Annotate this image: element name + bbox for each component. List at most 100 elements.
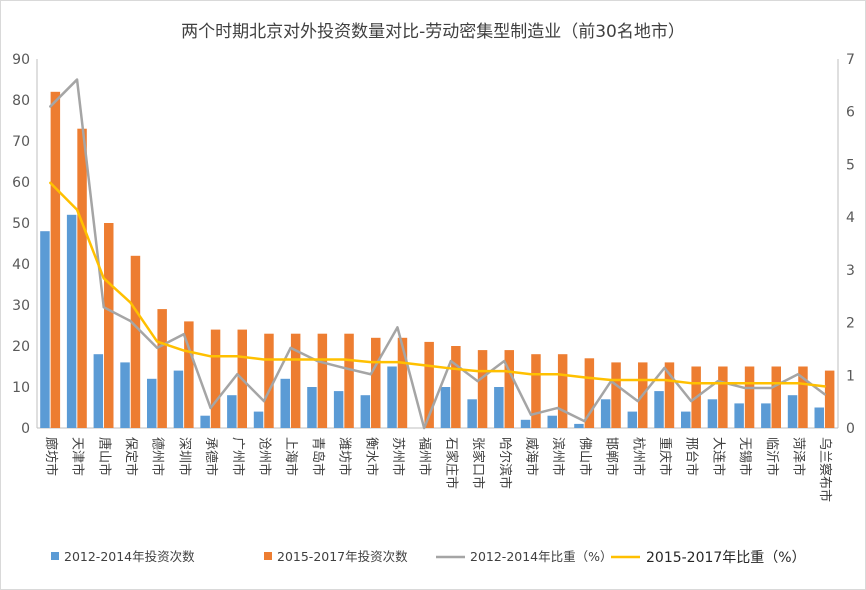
y-tick-label: 70 — [12, 134, 30, 150]
bar-series-2 — [317, 333, 328, 428]
category-label: 上海市 — [283, 437, 299, 476]
bar-series-1 — [600, 399, 611, 428]
category-label: 杭州市 — [630, 437, 646, 476]
category-label: 大连市 — [710, 437, 726, 476]
category-label: 石家庄市 — [443, 437, 459, 489]
category-label: 青岛市 — [310, 437, 326, 476]
line-series-4 — [49, 181, 826, 388]
y-tick-label: 60 — [12, 175, 30, 191]
bar-series-1 — [253, 411, 264, 428]
bar-series-2 — [210, 329, 221, 428]
y-tick-label: 20 — [12, 339, 30, 355]
bar-series-2 — [130, 255, 141, 428]
category-label: 潍坊市 — [337, 437, 353, 476]
bar-series-2 — [744, 366, 755, 428]
bar-series-1 — [40, 231, 50, 428]
category-label: 邢台市 — [684, 437, 700, 476]
bar-series-2 — [290, 333, 301, 428]
category-label: 邯郸市 — [604, 437, 620, 476]
y2-tick-label: 1 — [846, 368, 855, 384]
bar-series-1 — [787, 395, 798, 428]
bar-series-2 — [718, 366, 728, 428]
bar-series-2 — [451, 346, 461, 428]
bar-series-2 — [824, 370, 835, 428]
bar-series-1 — [814, 407, 824, 428]
bar-series-2 — [397, 337, 408, 428]
category-label: 廊坊市 — [43, 437, 59, 476]
bar-series-1 — [333, 391, 344, 428]
category-label: 保定市 — [123, 437, 139, 476]
category-label: 威海市 — [523, 437, 539, 476]
bar-series-1 — [654, 391, 664, 428]
category-label: 沧州市 — [256, 437, 272, 476]
bar-series-2 — [584, 358, 595, 428]
category-label: 衡水市 — [363, 437, 379, 476]
lines — [49, 78, 826, 430]
legend-item-series-3: 2012-2014年比重（%） — [436, 549, 613, 564]
bar-series-1 — [200, 415, 210, 428]
bar-series-1 — [467, 399, 477, 428]
bar-series-2 — [77, 128, 87, 428]
bar-series-2 — [611, 362, 621, 428]
category-label: 苏州市 — [390, 437, 406, 476]
y2-tick-label: 4 — [846, 210, 855, 226]
y-tick-label: 90 — [12, 52, 30, 68]
bar-series-1 — [761, 403, 771, 428]
bar-series-1 — [360, 395, 371, 428]
bar-series-1 — [494, 387, 504, 428]
legend-item-series-4: 2015-2017年比重（%） — [611, 550, 806, 566]
bar-series-1 — [227, 395, 237, 428]
bar-series-2 — [771, 366, 781, 428]
legend-label: 2012-2014年比重（%） — [470, 549, 613, 564]
category-label: 天津市 — [70, 437, 86, 476]
bar-series-1 — [280, 378, 290, 428]
category-label: 福州市 — [417, 437, 433, 476]
bar-series-1 — [66, 214, 77, 428]
y-tick-label: 80 — [12, 93, 30, 109]
bar-series-1 — [707, 399, 718, 428]
y-tick-label: 30 — [12, 298, 30, 314]
category-label: 承德市 — [203, 437, 219, 476]
bar-series-1 — [681, 411, 691, 428]
bar-series-1 — [520, 419, 531, 428]
bar-series-2 — [504, 350, 514, 428]
category-label: 临沂市 — [764, 437, 780, 476]
bar-series-2 — [104, 223, 114, 428]
bar-series-2 — [344, 333, 354, 428]
legend-label: 2012-2014年投资次数 — [64, 549, 195, 564]
bar-series-2 — [424, 341, 434, 428]
bar-series-1 — [173, 370, 184, 428]
category-label: 唐山市 — [96, 437, 112, 476]
chart-title: 两个时期北京对外投资数量对比-劳动密集型制造业（前30名地市） — [181, 22, 685, 42]
axes: 0 10 20 30 40 50 60 70 80 90 0 1 2 3 4 5 6 7 — [12, 52, 855, 437]
bar-series-1 — [734, 403, 744, 428]
category-label: 滨州市 — [550, 437, 566, 476]
category-label: 广州市 — [230, 437, 246, 476]
category-labels: 廊坊市 天津市 唐山市 保定市 德州市 深圳市 承德市 广州市 沧州市 上海市 青岛市 潍坊市 衡水市苏… — [43, 437, 833, 502]
category-label: 重庆市 — [657, 437, 673, 476]
bar-series-2 — [664, 362, 675, 428]
bar-series-1 — [547, 415, 557, 428]
category-label: 深圳市 — [176, 437, 192, 476]
category-label: 张家口市 — [470, 437, 486, 489]
y-tick-label: 10 — [12, 380, 30, 396]
bar-series-2 — [264, 333, 274, 428]
bar-series-2 — [157, 309, 167, 428]
y2-tick-label: 5 — [846, 157, 855, 173]
category-label: 乌兰察布市 — [817, 437, 833, 502]
legend-item-series-2: 2015-2017年投资次数 — [264, 549, 408, 564]
y-tick-label: 40 — [12, 257, 30, 273]
legend-swatch — [264, 552, 272, 560]
y2-tick-label: 7 — [846, 52, 855, 68]
category-label: 无锡市 — [737, 437, 753, 476]
bar-series-2 — [184, 321, 194, 428]
legend-label: 2015-2017年比重（%） — [646, 550, 806, 566]
y2-tick-label: 3 — [846, 263, 855, 279]
y-tick-label: 50 — [12, 216, 30, 232]
y-tick-label: 0 — [21, 421, 30, 437]
category-label: 菏泽市 — [790, 437, 806, 476]
bar-series-1 — [147, 378, 157, 428]
